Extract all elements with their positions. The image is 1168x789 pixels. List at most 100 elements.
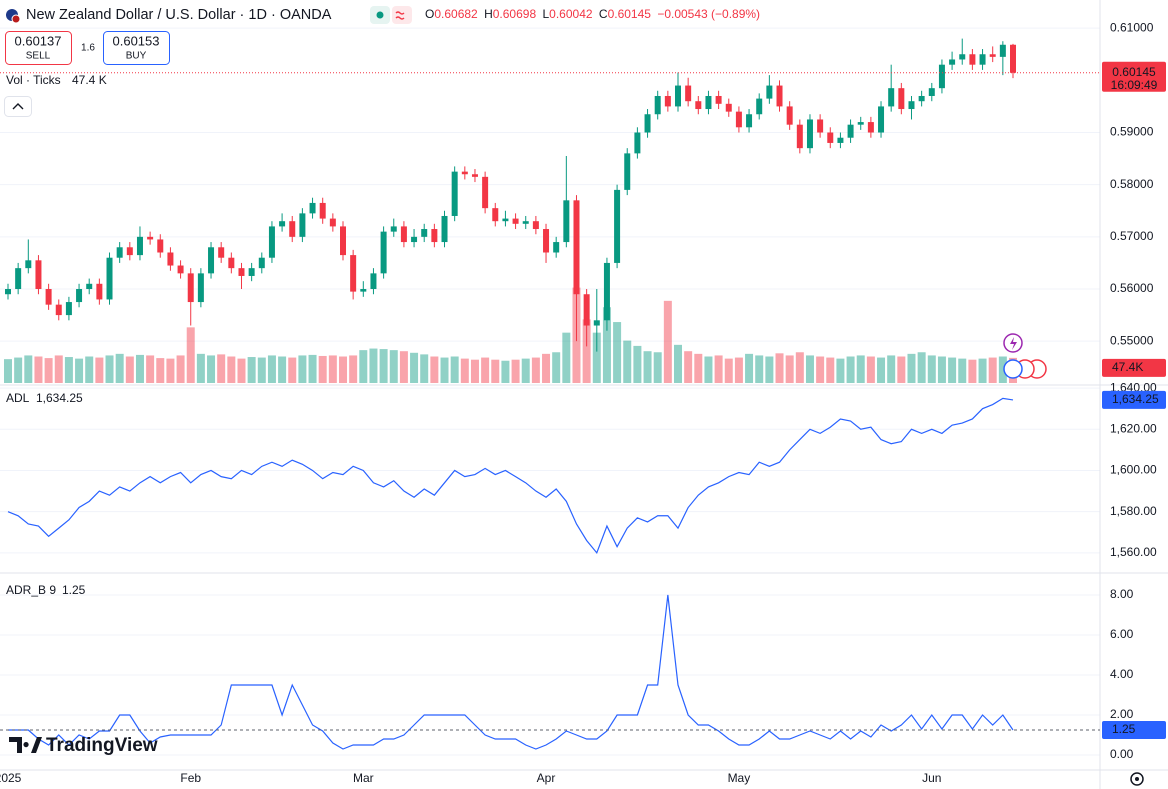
candle-body — [634, 132, 641, 154]
candle-body — [837, 137, 844, 143]
candle-body — [532, 221, 539, 230]
volume-bar — [795, 352, 804, 383]
candle-body — [573, 200, 580, 295]
candle-body — [543, 229, 550, 253]
candle-body — [157, 239, 164, 253]
volume-bar — [430, 356, 439, 383]
settings-icon — [1130, 772, 1144, 786]
candle-body — [614, 189, 621, 263]
volume-bar — [4, 359, 12, 383]
candle-body — [553, 242, 560, 253]
candle-body — [45, 289, 52, 305]
candle-body — [644, 114, 651, 133]
volume-bar — [227, 356, 236, 383]
candle-body — [999, 44, 1006, 57]
candle-body — [35, 260, 42, 290]
candle-body — [847, 124, 854, 138]
volume-bar — [582, 319, 591, 383]
volume-bar — [501, 360, 510, 383]
candle-body — [715, 95, 722, 104]
adl-legend: ADL — [6, 391, 30, 405]
y-tick-label: 1,620.00 — [1110, 421, 1157, 435]
candle-body — [136, 236, 143, 256]
candle-body — [685, 85, 692, 102]
y-tick-label: 0.58000 — [1110, 177, 1154, 191]
candle-body — [817, 119, 824, 133]
volume-bar — [44, 358, 53, 383]
volume-bar — [663, 300, 672, 383]
candle-body — [340, 226, 346, 256]
candle-body — [329, 218, 336, 227]
y-tick-label: 1,600.00 — [1110, 463, 1157, 477]
candle-body — [289, 221, 296, 237]
volume-bar — [247, 357, 256, 383]
y-tick-label: 0.55000 — [1110, 333, 1154, 347]
buy-label: BUY — [126, 51, 147, 62]
volume-bar — [64, 357, 73, 383]
volume-label: 47.4K — [1112, 360, 1143, 374]
volume-bar — [34, 356, 43, 383]
y-tick-label: 1,640.00 — [1110, 380, 1157, 394]
volume-bar — [816, 356, 825, 383]
candle-body — [766, 85, 773, 99]
candle-body — [654, 95, 661, 115]
candle-body — [441, 215, 448, 243]
volume-bar — [267, 355, 276, 383]
adl-legend-value: 1,634.25 — [36, 391, 83, 405]
x-tick-label: Apr — [537, 771, 556, 785]
candle-body — [563, 200, 570, 243]
adr-legend-value: 1.25 — [62, 583, 86, 597]
settings-button[interactable] — [1130, 772, 1144, 786]
ohlc-value: 0.60145 — [608, 7, 652, 21]
candle-body — [664, 95, 671, 107]
volume-bar — [125, 356, 134, 383]
candle-body — [857, 122, 864, 125]
volume-bar — [491, 359, 500, 383]
buy-button[interactable]: 0.60153 BUY — [103, 31, 170, 65]
y-tick-label: 4.00 — [1110, 667, 1134, 681]
candle-body — [238, 268, 245, 276]
volume-bar — [856, 355, 865, 383]
candle-body — [228, 257, 235, 269]
candle-body — [360, 289, 367, 292]
last-value-box — [1102, 390, 1166, 409]
candle-body — [15, 268, 22, 290]
volume-bar — [714, 355, 723, 383]
volume-bar — [105, 355, 114, 383]
indicator-line — [8, 594, 1014, 750]
volume-bar — [379, 349, 388, 383]
symbol-title: New Zealand Dollar / U.S. Dollar · 1D · … — [26, 7, 332, 23]
volume-bar — [562, 332, 571, 383]
volume-bar — [420, 354, 429, 383]
candle-body — [918, 95, 925, 102]
sell-box — [5, 31, 72, 65]
candle-body — [279, 221, 286, 227]
adr-legend: ADR_B 9 — [6, 583, 56, 597]
volume-bar — [552, 352, 561, 383]
candle-body — [502, 218, 509, 222]
volume-bar — [633, 345, 642, 383]
candle-body — [268, 226, 275, 258]
ohlc-key: O — [425, 7, 434, 21]
grid-layer — [0, 27, 1100, 756]
volume-legend-value: 47.4 K — [72, 73, 107, 87]
sell-button[interactable]: 0.60137 SELL — [5, 31, 72, 65]
volume-bar — [937, 356, 946, 383]
sell-price: 0.60137 — [15, 33, 62, 48]
candle-body — [187, 273, 194, 303]
volume-bar — [450, 356, 459, 383]
volume-bar — [339, 356, 347, 383]
volume-bar — [186, 327, 195, 383]
candle-body — [197, 273, 204, 303]
candle-body — [482, 176, 489, 209]
y-tick-label: 0.61000 — [1110, 20, 1154, 34]
data-status[interactable] — [392, 6, 412, 24]
last-price-box — [1102, 61, 1166, 92]
candle-body — [705, 95, 712, 110]
volume-label-box — [1102, 358, 1166, 377]
candle-body — [65, 302, 72, 316]
volume-bar — [734, 357, 743, 383]
economic-event[interactable] — [1003, 359, 1023, 379]
collapse-button[interactable] — [4, 96, 32, 117]
